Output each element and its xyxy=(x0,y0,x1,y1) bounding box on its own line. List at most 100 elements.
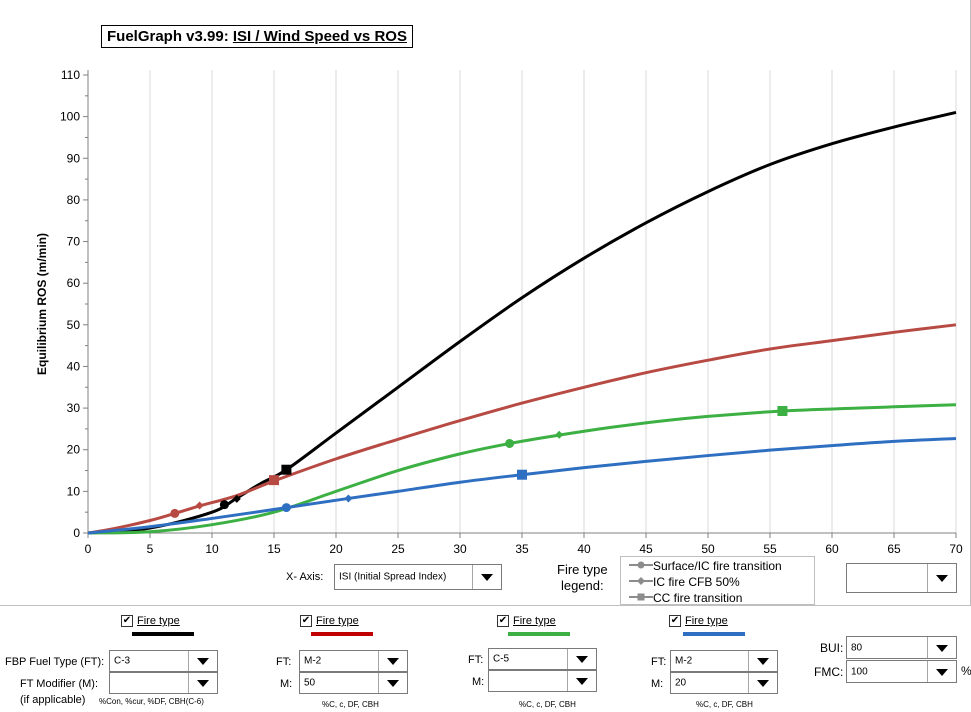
chevron-down-icon[interactable] xyxy=(927,564,956,592)
m-label-3: M: xyxy=(472,676,485,688)
fire-type-checkbox-3[interactable]: ✔ xyxy=(497,615,509,627)
chevron-down-icon[interactable] xyxy=(927,661,956,682)
fmc-select[interactable]: 100 xyxy=(846,660,957,683)
chevron-down-icon[interactable] xyxy=(748,651,777,671)
ic-cfb50-marker xyxy=(555,430,564,439)
grid-layer xyxy=(149,70,957,533)
modifier-note-2: %C, c, DF, CBH xyxy=(322,700,379,709)
fire-type-label-1: Fire type xyxy=(137,615,180,627)
y-tick-label: 40 xyxy=(67,359,81,373)
x-tick-label: 60 xyxy=(825,542,839,556)
top-right-select[interactable] xyxy=(846,563,957,593)
ic-cfb50-marker xyxy=(344,494,353,503)
ros-chart: 0 10 20 30 40 50 60 70 80 90 100 110 0 5 10 15 20 25 30 35 4… xyxy=(35,68,963,556)
y-tick-label: 80 xyxy=(67,193,81,207)
x-tick-label: 55 xyxy=(763,542,777,556)
fuel-input-panel: ✔ Fire type FBP Fuel Type (FT): C-3 FT M… xyxy=(0,605,971,712)
chevron-down-icon[interactable] xyxy=(472,565,501,589)
fire-type-checkbox-1[interactable]: ✔ xyxy=(121,615,133,627)
surface-transition-marker xyxy=(219,500,229,510)
x-axis-select[interactable]: ISI (Initial Spread Index) xyxy=(334,564,502,590)
modifier-select-4[interactable]: 20 xyxy=(670,672,778,694)
ft-label-3: FT: xyxy=(468,654,484,666)
fuel-type-select-3[interactable]: C-5 xyxy=(488,648,597,670)
fire-type-label-3: Fire type xyxy=(513,615,556,627)
fire-type-checkbox-4[interactable]: ✔ xyxy=(669,615,681,627)
chevron-down-icon[interactable] xyxy=(378,651,407,671)
fire-type-checkbox-2[interactable]: ✔ xyxy=(300,615,312,627)
chevron-down-icon[interactable] xyxy=(567,649,596,669)
modifier-value-2: 50 xyxy=(304,677,316,689)
y-tick-label: 10 xyxy=(67,484,81,498)
cc-transition-marker xyxy=(281,464,292,475)
modifier-select-1[interactable] xyxy=(109,672,218,694)
chevron-down-icon[interactable] xyxy=(748,673,777,693)
y-tick-label: 30 xyxy=(67,401,81,415)
modifier-note-1: %Con, %cur, %DF, CBH(C-6) xyxy=(99,697,204,706)
chevron-down-icon[interactable] xyxy=(188,673,217,693)
chevron-down-icon[interactable] xyxy=(567,671,596,691)
series-swatch-4 xyxy=(683,632,745,636)
fuel-type-select-1[interactable]: C-3 xyxy=(109,650,218,672)
fmc-label: FMC: xyxy=(814,665,844,679)
ft-label-4: FT: xyxy=(651,656,667,668)
legend-title-line2: legend: xyxy=(560,578,604,593)
cc-transition-marker xyxy=(777,406,788,417)
fire-type-label-4: Fire type xyxy=(685,615,728,627)
legend-item-label: Surface/IC fire transition xyxy=(653,559,782,573)
fuel-type-value-2: M-2 xyxy=(304,655,322,667)
modifier-note-4: %C, c, DF, CBH xyxy=(696,700,753,709)
fuel-type-select-4[interactable]: M-2 xyxy=(670,650,778,672)
x-tick-label: 25 xyxy=(391,542,405,556)
m-label-2: M: xyxy=(280,678,293,690)
diamond-marker-icon xyxy=(629,577,653,585)
modifier-value-4: 20 xyxy=(675,677,687,689)
modifier-select-3[interactable] xyxy=(488,670,597,692)
chevron-down-icon[interactable] xyxy=(927,637,956,658)
title-prefix: FuelGraph v3.99: xyxy=(107,28,233,45)
fire-type-label-2: Fire type xyxy=(316,615,359,627)
y-tick-label: 70 xyxy=(67,235,81,249)
cc-transition-marker xyxy=(517,469,527,480)
legend-item-cc: CC fire transition xyxy=(621,590,816,606)
modifier-select-2[interactable]: 50 xyxy=(299,672,408,694)
series-swatch-2 xyxy=(311,632,373,636)
fuel-type-value-3: C-5 xyxy=(493,653,510,665)
surface-transition-marker xyxy=(170,508,180,518)
y-tick-label: 90 xyxy=(67,151,81,165)
series-swatch-1 xyxy=(132,632,194,636)
series-line-3 xyxy=(87,403,957,535)
legend-item-surface: Surface/IC fire transition xyxy=(621,558,816,574)
x-tick-label: 20 xyxy=(329,542,343,556)
y-tick-label: 60 xyxy=(67,276,81,290)
x-tick-label: 65 xyxy=(887,542,901,556)
chevron-down-icon[interactable] xyxy=(378,673,407,693)
surface-transition-marker xyxy=(505,438,515,448)
circle-marker-icon xyxy=(629,561,653,569)
legend-title: Fire type legend: xyxy=(557,562,608,594)
bui-select[interactable]: 80 xyxy=(846,636,957,659)
chevron-down-icon[interactable] xyxy=(188,651,217,671)
modifier-note-3: %C, c, DF, CBH xyxy=(519,700,576,709)
legend-item-ic: IC fire CFB 50% xyxy=(621,574,816,590)
fuel-type-value-1: C-3 xyxy=(114,655,131,667)
fire-type-legend: Surface/IC fire transition IC fire CFB 5… xyxy=(620,556,815,605)
fuel-type-select-2[interactable]: M-2 xyxy=(299,650,408,672)
x-axis-label: X- Axis: xyxy=(286,571,324,583)
bui-label: BUI: xyxy=(820,641,844,655)
legend-title-line1: Fire type xyxy=(557,562,608,577)
y-tick-label: 20 xyxy=(67,443,81,457)
series-line-1 xyxy=(87,111,957,535)
x-tick-label: 50 xyxy=(701,542,715,556)
x-axis-select-value: ISI (Initial Spread Index) xyxy=(339,571,447,583)
x-tick-label: 15 xyxy=(267,542,281,556)
axis-layer: 0 10 20 30 40 50 60 70 80 90 100 110 0 5 10 15 20 25 30 35 4… xyxy=(35,68,963,556)
ic-cfb50-marker xyxy=(232,494,241,503)
x-tick-label: 0 xyxy=(85,542,92,556)
x-tick-label: 30 xyxy=(453,542,467,556)
chart-title: FuelGraph v3.99: ISI / Wind Speed vs ROS xyxy=(101,25,413,48)
legend-item-label: CC fire transition xyxy=(653,591,743,605)
y-tick-label: 110 xyxy=(61,68,80,82)
ic-cfb50-marker xyxy=(195,501,204,510)
x-tick-label: 5 xyxy=(147,542,154,556)
